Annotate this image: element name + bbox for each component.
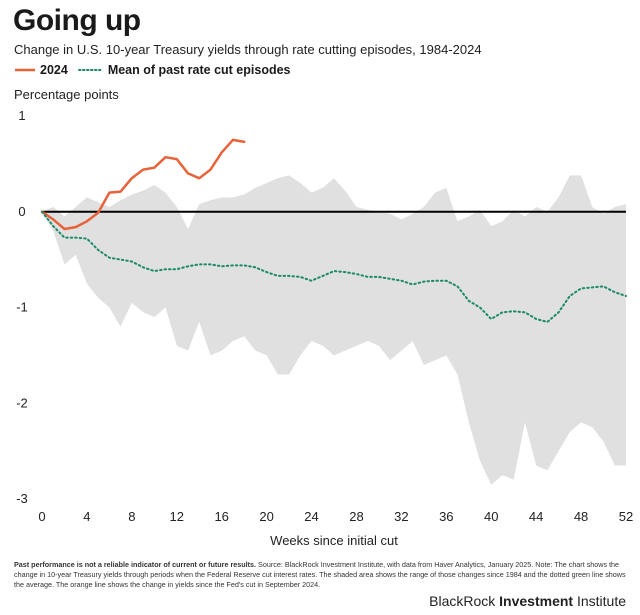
x-tick-label: 28 <box>349 509 363 524</box>
x-tick-label: 52 <box>619 509 633 524</box>
legend-item-2024: 2024 <box>14 63 68 77</box>
y-tick-label: 0 <box>18 204 25 219</box>
x-tick-label: 20 <box>259 509 273 524</box>
x-tick-label: 12 <box>170 509 184 524</box>
legend-label-mean: Mean of past rate cut episodes <box>107 63 291 77</box>
x-axis-label: Weeks since initial cut <box>270 533 398 548</box>
chart-title: Going up <box>13 4 141 37</box>
legend-label-2024: 2024 <box>40 63 68 77</box>
y-tick-label: -3 <box>16 491 28 506</box>
x-tick-label: 40 <box>484 509 498 524</box>
legend-swatch-mean <box>77 69 104 71</box>
footnote-source: Source: BlackRock Investment Institute, … <box>14 560 626 589</box>
x-tick-label: 36 <box>439 509 453 524</box>
x-tick-label: 4 <box>83 509 90 524</box>
brand-logo: BlackRock Investment Institute <box>429 593 626 609</box>
y-axis-label: Percentage points <box>14 87 119 102</box>
footnote: Past performance is not a reliable indic… <box>14 560 629 590</box>
x-tick-label: 0 <box>38 509 45 524</box>
x-tick-label: 32 <box>394 509 408 524</box>
series-mean-line <box>41 210 627 323</box>
legend: 2024 Mean of past rate cut episodes <box>14 63 301 77</box>
brand-bold: Investment <box>499 593 574 609</box>
footnote-disclaimer: Past performance is not a reliable indic… <box>14 560 257 569</box>
x-tick-label: 8 <box>128 509 135 524</box>
legend-swatch-2024 <box>15 68 35 72</box>
y-tick-label: 1 <box>18 108 25 123</box>
y-tick-label: -2 <box>16 395 28 410</box>
x-tick-label: 16 <box>214 509 228 524</box>
range-band <box>42 175 626 485</box>
brand-suffix: Institute <box>576 593 626 609</box>
chart-subtitle: Change in U.S. 10-year Treasury yields t… <box>14 42 482 57</box>
x-tick-label: 44 <box>529 509 543 524</box>
y-tick-label: -1 <box>16 300 28 315</box>
x-tick-label: 48 <box>574 509 588 524</box>
x-tick-label: 24 <box>304 509 318 524</box>
legend-item-mean: Mean of past rate cut episodes <box>77 63 291 77</box>
series-2024-line <box>40 138 246 231</box>
brand-prefix: BlackRock <box>429 593 496 609</box>
